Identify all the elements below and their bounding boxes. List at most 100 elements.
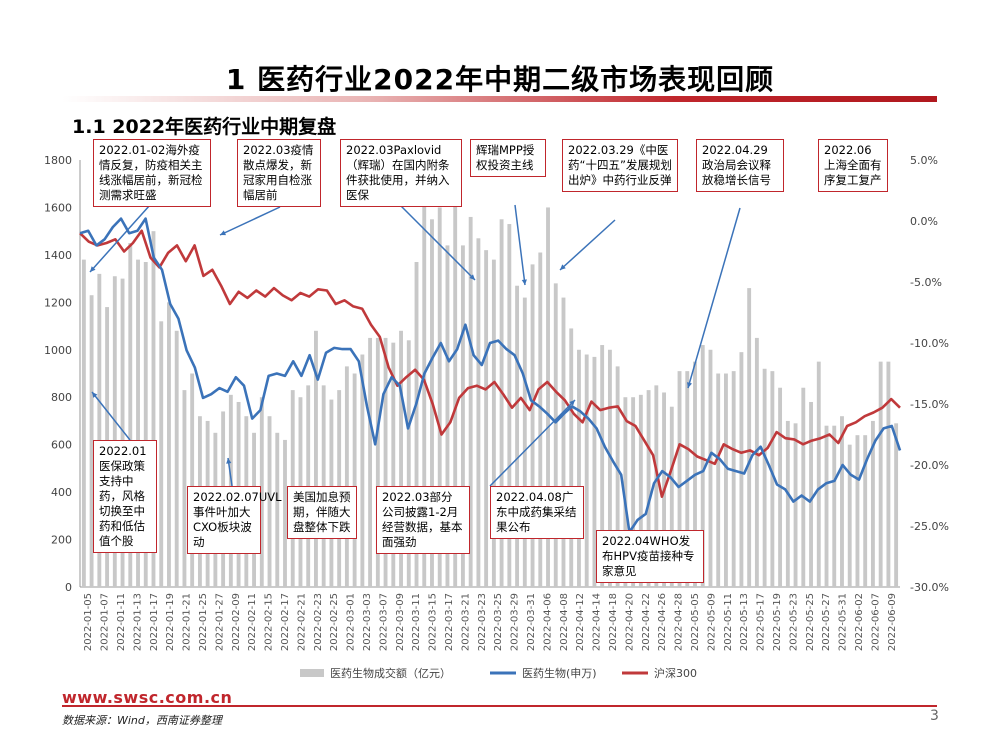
x-tick-label: 2022-03-01 [346,593,357,651]
x-tick-label: 2022-01-19 [165,593,176,651]
y-right-tick-label: 0.0% [910,215,938,228]
bar-turnover [89,295,94,587]
y-right-tick-label: 5.0% [910,154,938,167]
bar-turnover [383,337,388,587]
x-tick-label: 2022-03-29 [510,593,521,651]
annotation-arrow [91,391,131,441]
bar-turnover [437,207,442,587]
bar-turnover [314,330,318,587]
annotation-shanghai-reopen: 2022.06上海全面有序复工复产 [818,139,888,192]
bar-turnover [283,439,287,587]
bar-turnover [592,356,597,587]
y-left-tick-label: 1000 [44,344,72,357]
x-tick-label: 2022-01-27 [214,593,225,651]
x-tick-label: 2022-03-31 [526,593,537,651]
x-tick-label: 2022-03-21 [460,593,471,651]
bar-turnover [352,373,357,587]
y-right-tick-label: -15.0% [910,398,949,411]
y-right-tick-label: -5.0% [910,276,942,289]
x-tick-label: 2022-05-27 [821,593,832,651]
bar-turnover [747,288,752,587]
bar-turnover [391,342,396,587]
bar-turnover [724,373,728,587]
bar-turnover [762,368,767,587]
x-tick-label: 2022-04-22 [641,593,652,651]
bar-turnover [182,390,187,587]
x-tick-label: 2022-05-13 [739,593,750,651]
bar-turnover [878,361,883,587]
bar-turnover [863,435,868,587]
annotation-march-outbreak: 2022.03疫情散点爆发，新冠家用自检涨幅居前 [237,139,321,207]
bar-turnover [259,397,264,587]
bar-turnover [638,394,643,587]
bar-turnover [136,259,140,587]
x-tick-label: 2022-02-09 [231,593,242,651]
page-number: 3 [930,708,939,724]
legend-swatch-turnover [300,669,324,677]
bar-turnover [174,330,179,587]
x-tick-label: 2022-03-11 [411,593,422,651]
annotation-guangdong-procurement: 2022.04.08广东中成药集采结果公布 [490,486,584,539]
x-tick-label: 2022-03-09 [395,593,406,651]
bar-turnover [399,330,403,587]
y-left-tick-label: 0 [65,581,72,594]
annotation-us-rate-hike: 美国加息预期，伴随大盘整体下跌 [287,486,357,539]
x-tick-label: 2022-04-28 [674,593,685,651]
bar-turnover [414,262,419,587]
annotation-arrowhead [569,400,575,406]
x-tick-label: 2022-05-19 [772,593,783,651]
annotation-arrow [399,204,476,281]
bar-turnover [816,361,821,587]
y-right-tick-label: -25.0% [910,520,949,533]
line-hs300 [79,229,901,499]
annotation-medical-insurance-tcm: 2022.01医保政策支持中药，风格切换至中药和低估值个股 [93,440,157,553]
x-tick-label: 2022-03-03 [362,593,373,651]
bar-turnover [731,371,736,587]
x-tick-label: 2022-02-15 [264,593,275,651]
legend-label-turnover: 医药生物成交额（亿元） [330,666,451,680]
annotation-arrow [559,219,616,271]
footer-url[interactable]: www.swsc.com.cn [62,688,233,707]
bar-turnover [476,238,481,588]
bar-turnover [112,276,117,587]
bar-turnover [97,273,102,587]
y-right-tick-label: -10.0% [910,337,949,350]
x-tick-label: 2022-03-17 [444,593,455,651]
bar-turnover [484,250,489,587]
bar-turnover [708,349,713,587]
bar-turnover [275,432,280,587]
bar-turnover [669,406,674,587]
bar-turnover [499,219,504,588]
title-underline-band [62,96,937,102]
x-tick-label: 2022-01-25 [198,593,209,651]
x-tick-label: 2022-04-08 [559,593,570,651]
x-tick-label: 2022-05-09 [706,593,717,651]
annotation-who-hpv: 2022.04WHO发布HPV疫苗接种专家意见 [596,530,704,583]
bar-turnover [739,352,744,587]
y-left-tick-label: 1400 [44,249,72,262]
x-tick-label: 2022-05-25 [805,593,816,651]
annotation-arrow [89,204,151,273]
bar-turnover [553,283,558,587]
bar-turnover [700,345,705,587]
section-subtitle: 1.1 2022年医药行业中期复盘 [72,116,337,138]
annotation-paxlovid: 2022.03Paxlovid（辉瑞）在国内附条件获批使用，并纳入医保 [340,139,462,207]
x-tick-label: 2022-01-21 [182,593,193,651]
bar-turnover [267,416,272,587]
annotation-politburo-meeting: 2022.04.29政治局会议释放稳增长信号 [696,139,784,192]
annotation-arrowhead [469,274,475,280]
annotation-tcm-plan: 2022.03.29《中医药“十四五”发展规划出炉》中药行业反弹 [562,139,678,192]
bar-turnover [546,207,550,587]
bar-turnover [159,321,164,587]
annotation-arrowhead [560,264,566,270]
bar-turnover [870,420,875,587]
bar-turnover [886,361,891,587]
bar-turnover [801,387,806,587]
bar-turnover [770,371,775,587]
bar-turnover [422,195,427,588]
bar-turnover [453,195,458,588]
legend-label-hs300: 沪深300 [654,666,697,680]
annotation-arrowhead [220,230,226,236]
bar-turnover [894,423,899,587]
